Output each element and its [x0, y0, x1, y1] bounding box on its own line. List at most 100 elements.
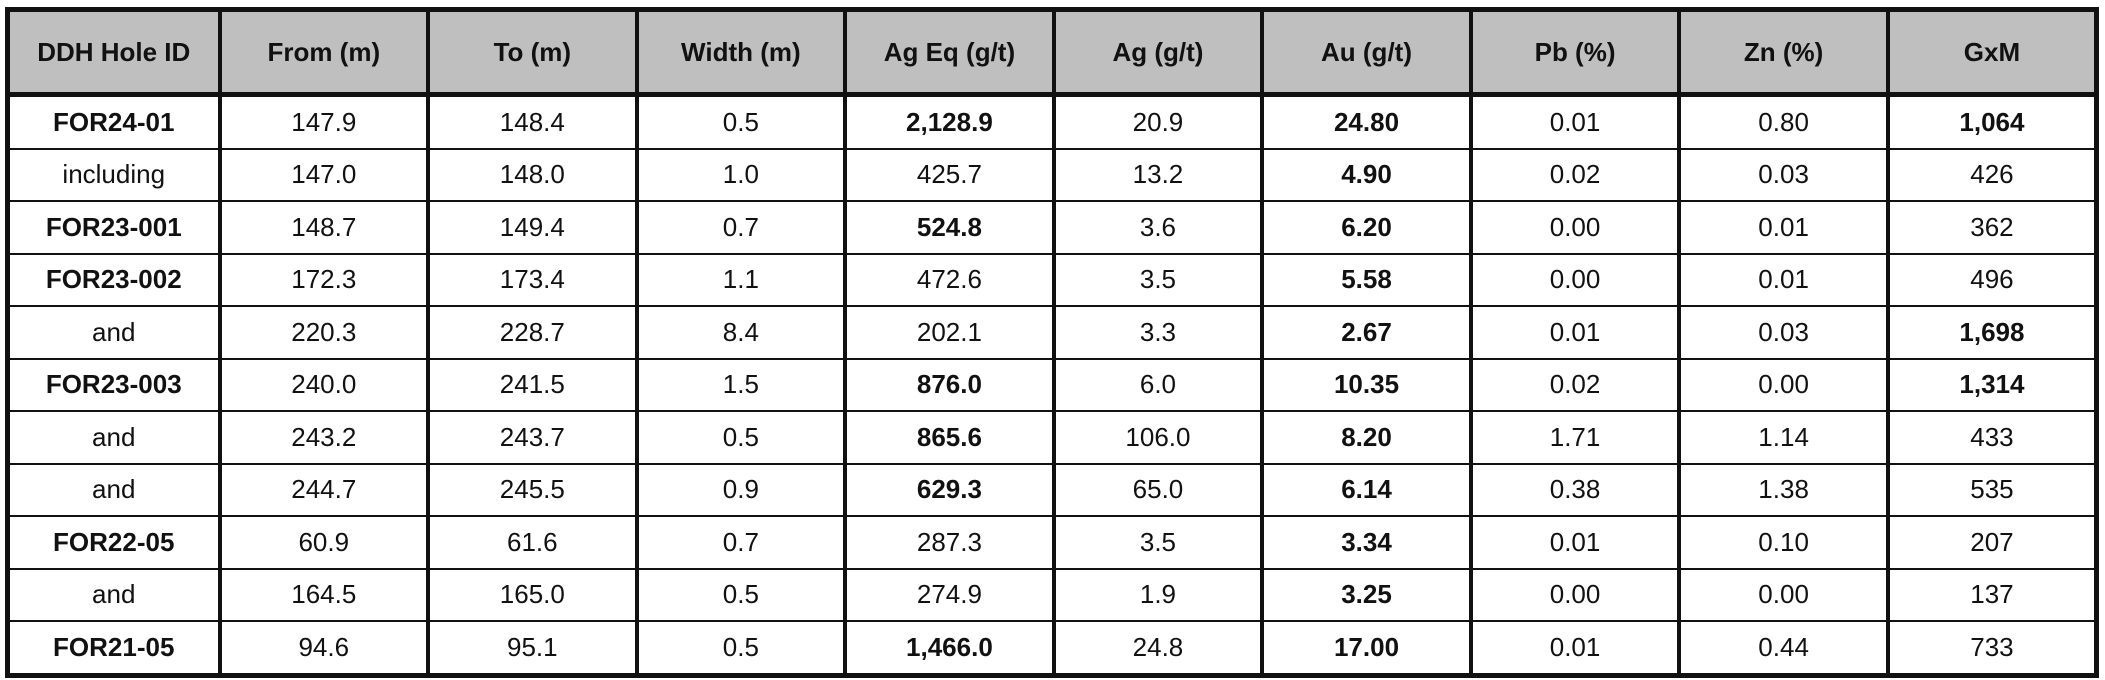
value-cell: 3.25: [1260, 568, 1473, 622]
value-cell: 1.9: [1051, 568, 1265, 622]
value-cell: 535: [1885, 463, 2099, 517]
value-cell: 4.90: [1260, 148, 1473, 202]
value-cell: 13.2: [1051, 148, 1265, 202]
value-cell: 1,466.0: [843, 621, 1056, 676]
value-cell: 241.5: [426, 358, 639, 412]
value-cell: 228.7: [426, 306, 639, 360]
value-cell: 0.7: [634, 516, 848, 570]
value-cell: 1,698: [1885, 306, 2099, 360]
header-row: DDH Hole ID From (m) To (m) Width (m) Ag Eq …: [5, 9, 2099, 97]
value-cell: 60.9: [217, 516, 431, 570]
value-cell: 0.80: [1677, 94, 1890, 150]
value-cell: 0.01: [1677, 201, 1890, 255]
column-header: From (m): [217, 9, 431, 97]
value-cell: 876.0: [843, 358, 1056, 412]
value-cell: 733: [1885, 621, 2099, 676]
value-cell: 0.10: [1677, 516, 1890, 570]
hole-id-cell: FOR22-05: [5, 516, 222, 570]
table-row: and 220.3 228.7 8.4 202.1 3.3 2.67 0.01 0.03 1,69…: [5, 306, 2099, 360]
value-cell: 0.5: [634, 568, 848, 622]
value-cell: 287.3: [843, 516, 1056, 570]
value-cell: 243.2: [217, 411, 431, 465]
value-cell: 1.1: [634, 253, 848, 307]
assay-table: DDH Hole ID From (m) To (m) Width (m) Ag Eq …: [5, 7, 2099, 678]
value-cell: 0.02: [1468, 358, 1682, 412]
table-row: FOR21-05 94.6 95.1 0.5 1,466.0 24.8 17.00 0.01 0…: [5, 621, 2099, 676]
value-cell: 0.00: [1468, 253, 1682, 307]
table-row: FOR24-01 147.9 148.4 0.5 2,128.9 20.9 24.80 0.0…: [5, 94, 2099, 150]
value-cell: 165.0: [426, 568, 639, 622]
value-cell: 3.3: [1051, 306, 1265, 360]
value-cell: 0.38: [1468, 463, 1682, 517]
value-cell: 1,064: [1885, 94, 2099, 150]
value-cell: 1,314: [1885, 358, 2099, 412]
table-row: FOR23-001 148.7 149.4 0.7 524.8 3.6 6.20 0.00 0.…: [5, 201, 2099, 255]
column-header: Width (m): [634, 9, 848, 97]
column-header: Au (g/t): [1260, 9, 1473, 97]
value-cell: 245.5: [426, 463, 639, 517]
value-cell: 0.01: [1468, 516, 1682, 570]
table-row: and 243.2 243.7 0.5 865.6 106.0 8.20 1.71 1.14 43…: [5, 411, 2099, 465]
value-cell: 3.6: [1051, 201, 1265, 255]
value-cell: 0.02: [1468, 148, 1682, 202]
hole-id-cell: FOR24-01: [5, 94, 222, 150]
table-row: and 244.7 245.5 0.9 629.3 65.0 6.14 0.38 1.38 535: [5, 463, 2099, 517]
value-cell: 0.01: [1468, 621, 1682, 676]
value-cell: 95.1: [426, 621, 639, 676]
value-cell: 433: [1885, 411, 2099, 465]
hole-id-cell: FOR23-002: [5, 253, 222, 307]
value-cell: 20.9: [1051, 94, 1265, 150]
value-cell: 10.35: [1260, 358, 1473, 412]
value-cell: 8.4: [634, 306, 848, 360]
value-cell: 0.03: [1677, 306, 1890, 360]
value-cell: 1.38: [1677, 463, 1890, 517]
value-cell: 137: [1885, 568, 2099, 622]
table-body: FOR24-01 147.9 148.4 0.5 2,128.9 20.9 24.80 0.0…: [5, 94, 2099, 676]
value-cell: 5.58: [1260, 253, 1473, 307]
value-cell: 65.0: [1051, 463, 1265, 517]
table-container: DDH Hole ID From (m) To (m) Width (m) Ag Eq …: [5, 7, 2099, 678]
value-cell: 148.0: [426, 148, 639, 202]
value-cell: 6.0: [1051, 358, 1265, 412]
value-cell: 149.4: [426, 201, 639, 255]
hole-id-cell: and: [5, 306, 222, 360]
value-cell: 148.7: [217, 201, 431, 255]
hole-id-cell: FOR23-003: [5, 358, 222, 412]
value-cell: 274.9: [843, 568, 1056, 622]
value-cell: 0.44: [1677, 621, 1890, 676]
hole-id-cell: FOR23-001: [5, 201, 222, 255]
value-cell: 1.14: [1677, 411, 1890, 465]
table-row: FOR23-002 172.3 173.4 1.1 472.6 3.5 5.58 0.00 0.…: [5, 253, 2099, 307]
value-cell: 17.00: [1260, 621, 1473, 676]
value-cell: 6.20: [1260, 201, 1473, 255]
value-cell: 207: [1885, 516, 2099, 570]
value-cell: 202.1: [843, 306, 1056, 360]
value-cell: 244.7: [217, 463, 431, 517]
value-cell: 425.7: [843, 148, 1056, 202]
value-cell: 1.0: [634, 148, 848, 202]
value-cell: 24.80: [1260, 94, 1473, 150]
value-cell: 61.6: [426, 516, 639, 570]
value-cell: 1.5: [634, 358, 848, 412]
value-cell: 0.7: [634, 201, 848, 255]
value-cell: 243.7: [426, 411, 639, 465]
hole-id-cell: including: [5, 148, 222, 202]
value-cell: 2,128.9: [843, 94, 1056, 150]
value-cell: 3.34: [1260, 516, 1473, 570]
value-cell: 172.3: [217, 253, 431, 307]
column-header: Pb (%): [1468, 9, 1682, 97]
value-cell: 0.00: [1468, 568, 1682, 622]
value-cell: 0.5: [634, 411, 848, 465]
value-cell: 629.3: [843, 463, 1056, 517]
value-cell: 3.5: [1051, 516, 1265, 570]
value-cell: 0.03: [1677, 148, 1890, 202]
hole-id-cell: FOR21-05: [5, 621, 222, 676]
value-cell: 496: [1885, 253, 2099, 307]
value-cell: 173.4: [426, 253, 639, 307]
value-cell: 6.14: [1260, 463, 1473, 517]
value-cell: 865.6: [843, 411, 1056, 465]
value-cell: 220.3: [217, 306, 431, 360]
value-cell: 2.67: [1260, 306, 1473, 360]
hole-id-cell: and: [5, 568, 222, 622]
